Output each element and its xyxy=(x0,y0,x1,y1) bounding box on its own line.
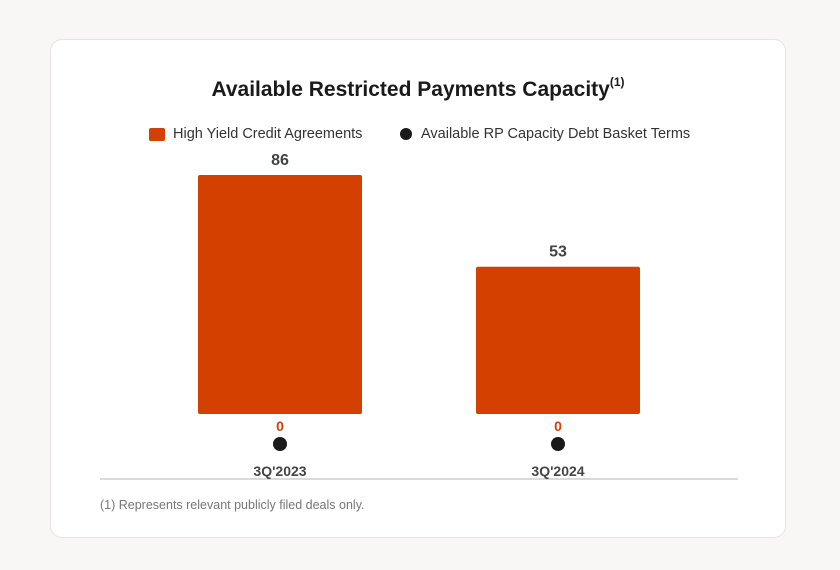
dot-value-label-2: 0 xyxy=(554,418,562,434)
chart-plot-area: 86 0 3Q'2023 53 0 3Q'2024 xyxy=(100,152,738,480)
chart-title: Available Restricted Payments Capacity(1… xyxy=(51,75,785,102)
legend-item-high-yield[interactable]: High Yield Credit Agreements xyxy=(149,126,362,142)
x-tick-label-2: 3Q'2024 xyxy=(531,463,584,479)
chart-card: Available Restricted Payments Capacity(1… xyxy=(50,39,786,538)
legend-label-rp-capacity: Available RP Capacity Debt Basket Terms xyxy=(421,126,691,142)
bar-value-label-2: 53 xyxy=(549,244,567,261)
chart-legend: High Yield Credit Agreements Available R… xyxy=(51,126,785,142)
bar-1[interactable] xyxy=(198,175,362,414)
chart-footnote: (1) Represents relevant publicly filed d… xyxy=(100,498,365,512)
dot-value-label-1: 0 xyxy=(276,418,284,434)
bar-2[interactable] xyxy=(476,266,640,414)
bar-value-label-1: 86 xyxy=(271,152,289,169)
legend-swatch-dot xyxy=(400,128,412,140)
dot-marker-2[interactable] xyxy=(551,437,565,451)
legend-label-high-yield: High Yield Credit Agreements xyxy=(173,126,363,142)
dot-marker-1[interactable] xyxy=(273,437,287,451)
x-tick-label-1: 3Q'2023 xyxy=(253,463,306,479)
chart-title-text: Available Restricted Payments Capacity xyxy=(211,78,610,101)
chart-title-footnote-marker: (1) xyxy=(609,75,625,89)
legend-swatch-bar xyxy=(149,127,165,141)
legend-item-rp-capacity[interactable]: Available RP Capacity Debt Basket Terms xyxy=(400,126,690,142)
